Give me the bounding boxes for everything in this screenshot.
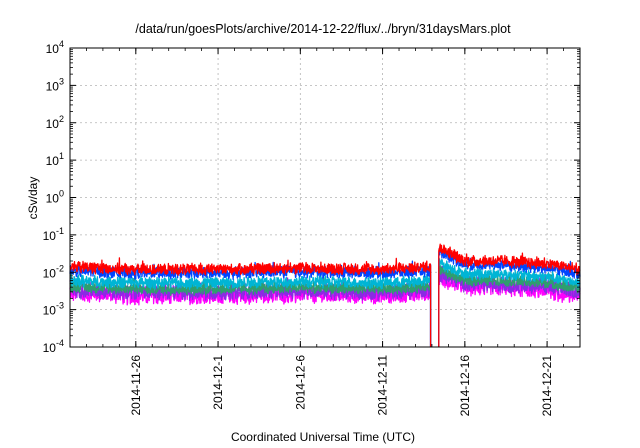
series-layer bbox=[69, 243, 581, 347]
axes-layer: 104 103 102 101 100 10-1 10-2 10-3 10-4 2014-11-2… bbox=[43, 39, 581, 417]
y-tick-label: 101 bbox=[46, 151, 64, 168]
x-tick-label: 2014-12-21 bbox=[540, 355, 554, 417]
y-tick-label: 104 bbox=[46, 39, 64, 56]
x-tick-label: 2014-12-16 bbox=[458, 355, 472, 417]
x-tick-label: 2014-11-26 bbox=[129, 355, 143, 416]
x-axis-label: Coordinated Universal Time (UTC) bbox=[231, 430, 415, 444]
y-axis-label: cSv/day bbox=[26, 177, 40, 220]
y-tick-label: 100 bbox=[46, 189, 64, 206]
y-tick-label: 103 bbox=[46, 76, 64, 93]
chart-title: /data/run/goesPlots/archive/2014-12-22/f… bbox=[135, 22, 511, 36]
x-tick-label: 2014-12-1 bbox=[211, 355, 225, 410]
x-tick-label: 2014-12-11 bbox=[376, 355, 390, 416]
series-line bbox=[69, 243, 581, 347]
x-tick-label: 2014-12-6 bbox=[293, 355, 307, 410]
y-tick-label: 102 bbox=[46, 114, 64, 131]
y-tick-label: 10-3 bbox=[43, 301, 64, 318]
y-tick-label: 10-2 bbox=[43, 263, 64, 280]
series-line bbox=[69, 258, 581, 347]
y-tick-label: 10-4 bbox=[43, 338, 64, 355]
y-tick-label: 10-1 bbox=[43, 226, 64, 243]
